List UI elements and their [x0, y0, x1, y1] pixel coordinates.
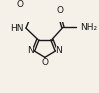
Text: N: N: [56, 46, 62, 55]
Text: O: O: [41, 58, 48, 67]
Text: O: O: [16, 0, 23, 9]
Text: NH₂: NH₂: [80, 23, 97, 32]
Text: N: N: [27, 46, 34, 55]
Text: O: O: [57, 5, 64, 15]
Text: HN: HN: [10, 24, 23, 33]
